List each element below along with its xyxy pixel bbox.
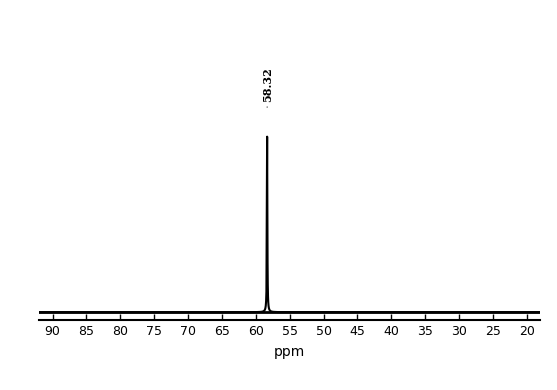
X-axis label: ppm: ppm (274, 345, 305, 359)
Text: 58.32: 58.32 (262, 67, 272, 102)
